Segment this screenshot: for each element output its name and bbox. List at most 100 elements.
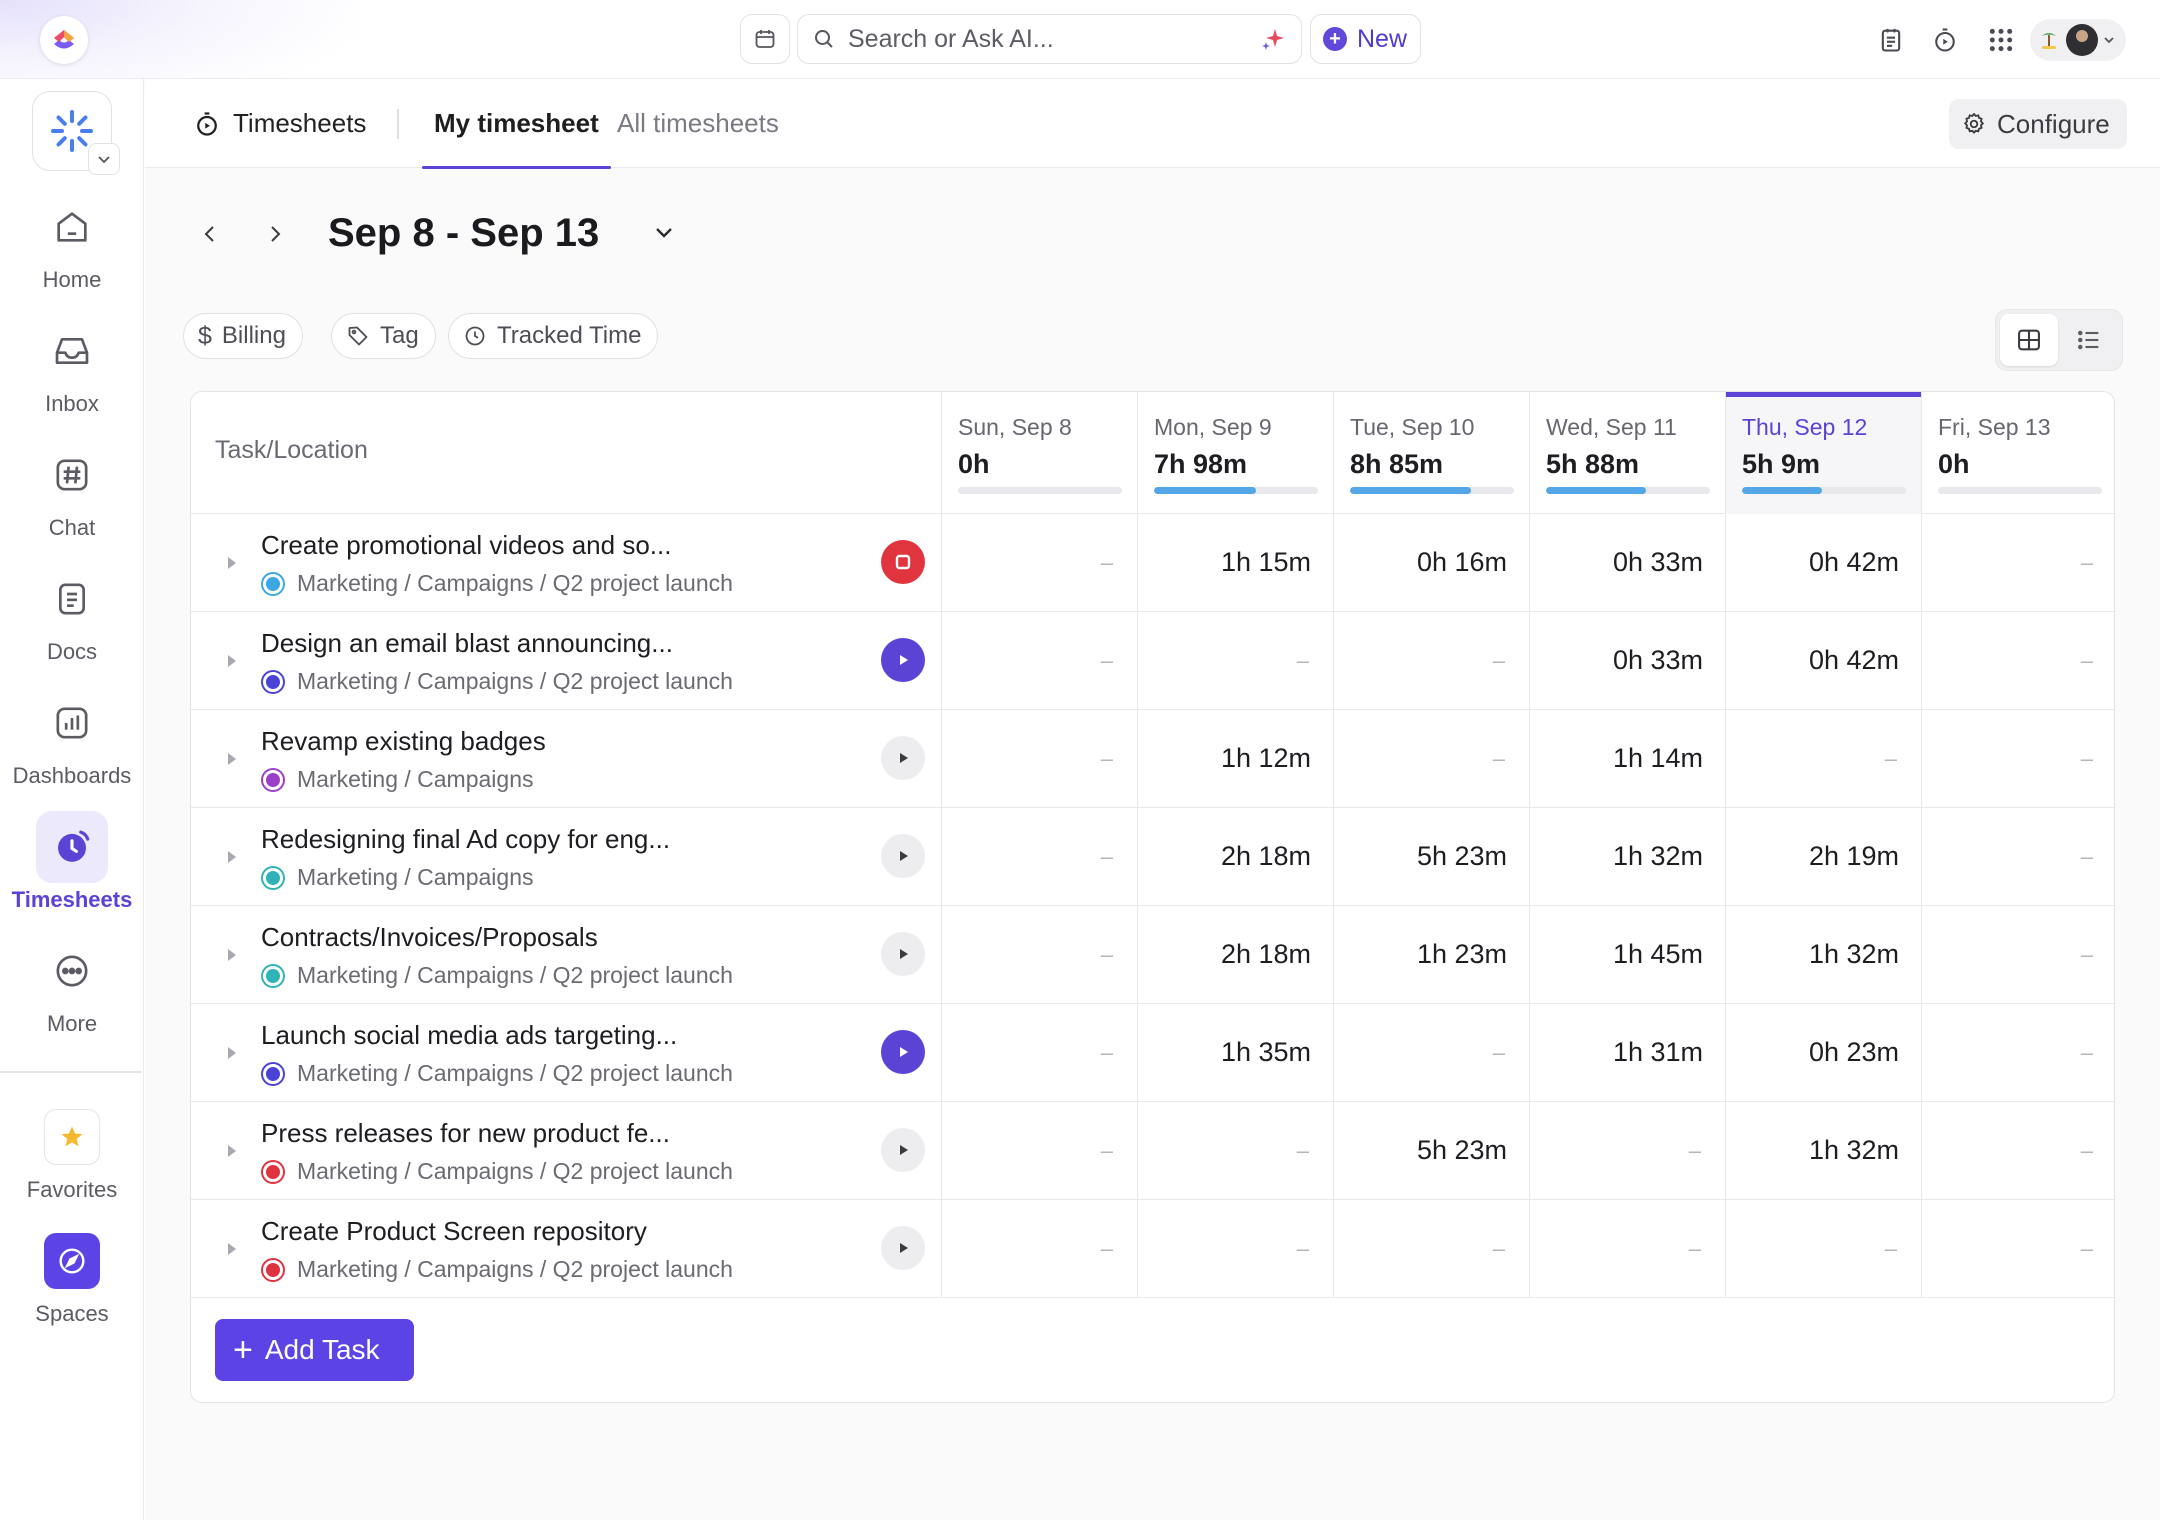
time-cell[interactable]: – <box>1921 1200 2114 1298</box>
configure-button[interactable]: Configure <box>1949 99 2127 149</box>
expand-caret-icon[interactable] <box>225 554 239 577</box>
time-cell[interactable]: – <box>1333 612 1529 710</box>
tab-timesheets-section[interactable]: Timesheets <box>193 79 366 168</box>
time-cell[interactable]: – <box>1921 612 2114 710</box>
time-cell[interactable]: – <box>941 906 1137 1004</box>
sidebar-item-chat[interactable]: Chat <box>0 439 144 549</box>
time-cell[interactable]: 0h 42m <box>1725 514 1921 612</box>
notepad-button[interactable] <box>1873 22 1909 58</box>
time-cell[interactable]: – <box>1921 808 2114 906</box>
time-cell[interactable]: – <box>1921 1004 2114 1102</box>
time-cell[interactable]: 1h 23m <box>1333 906 1529 1004</box>
time-cell[interactable]: 1h 14m <box>1529 710 1725 808</box>
time-cell[interactable]: 0h 33m <box>1529 514 1725 612</box>
time-cell[interactable]: – <box>941 1200 1137 1298</box>
time-cell[interactable]: – <box>1921 906 2114 1004</box>
time-cell[interactable]: 1h 31m <box>1529 1004 1725 1102</box>
time-cell[interactable]: 1h 32m <box>1725 1102 1921 1200</box>
play-timer-icon[interactable] <box>881 834 925 878</box>
app-logo[interactable] <box>40 16 88 64</box>
play-timer-icon[interactable] <box>881 1030 925 1074</box>
sidebar-item-more[interactable]: More <box>0 935 144 1045</box>
date-range-dropdown[interactable] <box>650 219 678 252</box>
expand-caret-icon[interactable] <box>225 848 239 871</box>
stop-timer-icon[interactable] <box>881 540 925 584</box>
expand-caret-icon[interactable] <box>225 1044 239 1067</box>
time-cell[interactable]: – <box>1725 1200 1921 1298</box>
time-cell[interactable]: – <box>1137 1102 1333 1200</box>
sidebar-item-inbox[interactable]: Inbox <box>0 315 144 425</box>
tab-all-timesheets[interactable]: All timesheets <box>617 108 779 138</box>
play-timer-icon[interactable] <box>881 1226 925 1270</box>
time-cell[interactable]: – <box>941 1102 1137 1200</box>
time-cell[interactable]: – <box>1529 1200 1725 1298</box>
time-cell[interactable]: 1h 32m <box>1725 906 1921 1004</box>
ai-sparkle-icon[interactable] <box>1259 26 1287 54</box>
time-cell[interactable]: 1h 35m <box>1137 1004 1333 1102</box>
filter-billing[interactable]: $ Billing <box>183 313 303 359</box>
expand-caret-icon[interactable] <box>225 1240 239 1263</box>
time-cell[interactable]: 0h 33m <box>1529 612 1725 710</box>
task-name[interactable]: Contracts/Invoices/Proposals <box>261 922 598 952</box>
time-cell[interactable]: – <box>1921 710 2114 808</box>
sidebar-item-favorites[interactable]: Favorites <box>0 1101 144 1211</box>
time-cell[interactable]: – <box>1333 710 1529 808</box>
sidebar-item-timesheets[interactable]: Timesheets <box>0 811 144 921</box>
grid-view-button[interactable] <box>2000 314 2058 366</box>
expand-caret-icon[interactable] <box>225 1142 239 1165</box>
apps-button[interactable] <box>1983 22 2019 58</box>
task-name[interactable]: Press releases for new product fe... <box>261 1118 670 1148</box>
play-timer-icon[interactable] <box>881 1128 925 1172</box>
sidebar-item-spaces[interactable]: Spaces <box>0 1225 144 1335</box>
time-cell[interactable]: 0h 16m <box>1333 514 1529 612</box>
play-timer-icon[interactable] <box>881 638 925 682</box>
time-cell[interactable]: 1h 15m <box>1137 514 1333 612</box>
add-task-button[interactable]: + Add Task <box>215 1319 414 1381</box>
play-timer-icon[interactable] <box>881 736 925 780</box>
filter-tracked-time[interactable]: Tracked Time <box>448 313 659 359</box>
filter-tag[interactable]: Tag <box>331 313 436 359</box>
time-cell[interactable]: – <box>941 808 1137 906</box>
expand-caret-icon[interactable] <box>225 946 239 969</box>
time-cell[interactable]: 5h 23m <box>1333 1102 1529 1200</box>
new-button[interactable]: + New <box>1310 14 1421 64</box>
task-name[interactable]: Create Product Screen repository <box>261 1216 647 1246</box>
previous-week-button[interactable] <box>190 214 230 254</box>
task-name[interactable]: Create promotional videos and so... <box>261 530 672 560</box>
time-cell[interactable]: – <box>1921 1102 2114 1200</box>
tab-my-timesheet[interactable]: My timesheet <box>422 79 611 169</box>
time-cell[interactable]: – <box>1333 1200 1529 1298</box>
time-cell[interactable]: – <box>941 514 1137 612</box>
next-week-button[interactable] <box>255 214 295 254</box>
task-name[interactable]: Design an email blast announcing... <box>261 628 673 658</box>
expand-caret-icon[interactable] <box>225 652 239 675</box>
time-cell[interactable]: – <box>1529 1102 1725 1200</box>
time-cell[interactable]: – <box>1333 1004 1529 1102</box>
workspace-chevron-button[interactable] <box>88 143 120 175</box>
sidebar-item-docs[interactable]: Docs <box>0 563 144 673</box>
time-cell[interactable]: 1h 32m <box>1529 808 1725 906</box>
time-cell[interactable]: 2h 19m <box>1725 808 1921 906</box>
task-name[interactable]: Launch social media ads targeting... <box>261 1020 678 1050</box>
time-cell[interactable]: 2h 18m <box>1137 808 1333 906</box>
list-view-button[interactable] <box>2060 314 2118 366</box>
timer-button[interactable] <box>1927 22 1963 58</box>
time-cell[interactable]: – <box>941 710 1137 808</box>
time-cell[interactable]: – <box>941 1004 1137 1102</box>
time-cell[interactable]: 1h 45m <box>1529 906 1725 1004</box>
time-cell[interactable]: – <box>1725 710 1921 808</box>
time-cell[interactable]: 0h 42m <box>1725 612 1921 710</box>
sidebar-item-home[interactable]: Home <box>0 191 144 301</box>
task-name[interactable]: Redesigning final Ad copy for eng... <box>261 824 671 854</box>
search-input[interactable]: Search or Ask AI... <box>797 14 1302 64</box>
user-menu[interactable] <box>2030 19 2126 61</box>
sidebar-item-dashboards[interactable]: Dashboards <box>0 687 144 797</box>
expand-caret-icon[interactable] <box>225 750 239 773</box>
time-cell[interactable]: – <box>941 612 1137 710</box>
play-timer-icon[interactable] <box>881 932 925 976</box>
calendar-button[interactable] <box>740 14 790 64</box>
time-cell[interactable]: 2h 18m <box>1137 906 1333 1004</box>
time-cell[interactable]: 1h 12m <box>1137 710 1333 808</box>
time-cell[interactable]: – <box>1137 1200 1333 1298</box>
time-cell[interactable]: 0h 23m <box>1725 1004 1921 1102</box>
